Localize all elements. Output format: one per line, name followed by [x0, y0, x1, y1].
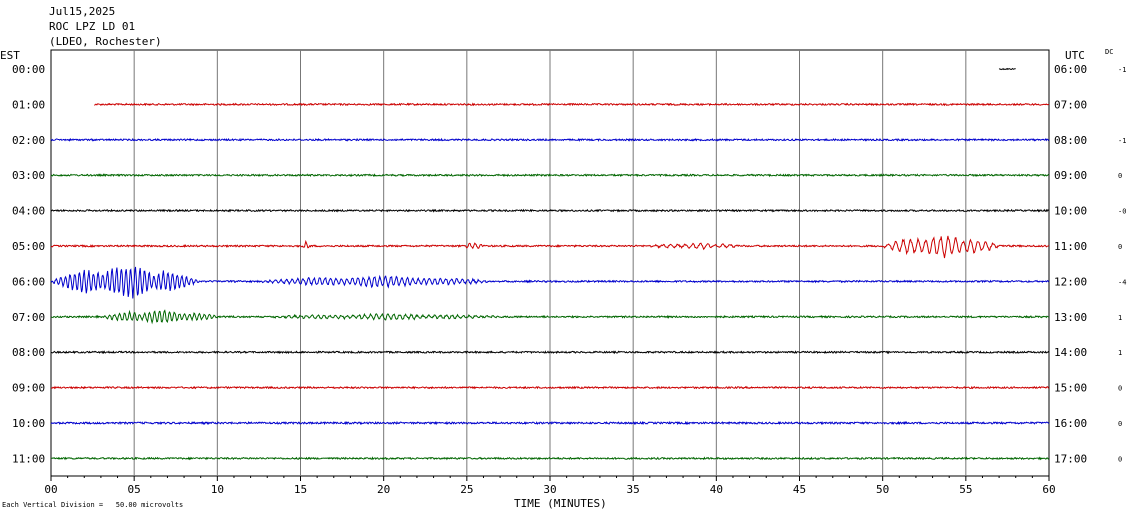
est-hour-label: 00:00 — [12, 63, 45, 76]
utc-hour-label: 12:00 — [1054, 275, 1087, 288]
utc-hour-label: 09:00 — [1054, 169, 1087, 182]
right-timezone-label: UTC — [1065, 49, 1085, 62]
header-network: (LDEO, Rochester) — [49, 35, 162, 48]
header-date: Jul15,2025 — [49, 5, 116, 18]
trace-line — [50, 208, 1050, 213]
est-hour-label: 07:00 — [12, 311, 45, 324]
trace-line — [50, 137, 1050, 142]
x-tick-label: 15 — [294, 483, 307, 496]
utc-hour-label: 11:00 — [1054, 240, 1087, 253]
est-hour-label: 09:00 — [12, 382, 45, 395]
x-tick-label: 40 — [710, 483, 723, 496]
dc-offset-value: 0 — [1118, 420, 1122, 428]
trace-line — [50, 456, 1050, 461]
utc-hour-label: 13:00 — [1054, 311, 1087, 324]
x-tick-label: 05 — [128, 483, 141, 496]
trace-line — [50, 173, 1049, 178]
utc-hour-label: 10:00 — [1054, 205, 1087, 218]
est-hour-label: 04:00 — [12, 205, 45, 218]
dc-offset-value: -1 — [1118, 66, 1126, 74]
dc-offset-value: 1 — [1118, 314, 1122, 322]
x-tick-label: 50 — [876, 483, 889, 496]
utc-hour-label: 06:00 — [1054, 63, 1087, 76]
dc-column-label: DC — [1105, 48, 1114, 56]
trace-line — [50, 350, 1050, 355]
x-axis-title: TIME (MINUTES) — [514, 497, 607, 510]
trace-line — [50, 266, 1050, 299]
x-tick-label: 00 — [44, 483, 57, 496]
dc-offset-value: 1 — [1118, 349, 1122, 357]
x-tick-label: 20 — [377, 483, 390, 496]
est-hour-label: 02:00 — [12, 134, 45, 147]
est-hour-label: 08:00 — [12, 346, 45, 359]
dc-offset-value: 0 — [1118, 385, 1122, 393]
header-station: ROC LPZ LD 01 — [49, 20, 136, 33]
est-hour-label: 03:00 — [12, 169, 45, 182]
utc-hour-label: 14:00 — [1054, 346, 1087, 359]
x-tick-label: 25 — [460, 483, 473, 496]
utc-hour-label: 17:00 — [1054, 452, 1087, 465]
trace-line — [94, 102, 1050, 107]
est-hour-label: 05:00 — [12, 240, 45, 253]
x-tick-label: 30 — [543, 483, 556, 496]
x-tick-label: 35 — [627, 483, 640, 496]
dc-offset-value: -1 — [1118, 137, 1126, 145]
trace-line — [50, 385, 1050, 390]
trace-line — [998, 67, 1016, 71]
dc-offset-value: 0 — [1118, 455, 1122, 463]
trace-line — [50, 420, 1050, 426]
x-tick-label: 45 — [793, 483, 806, 496]
x-tick-label: 55 — [959, 483, 972, 496]
trace-line — [50, 235, 1050, 259]
dc-offset-value: -0 — [1118, 208, 1126, 216]
est-hour-label: 06:00 — [12, 275, 45, 288]
est-hour-label: 10:00 — [12, 417, 45, 430]
dc-offset-value: 0 — [1118, 172, 1122, 180]
x-tick-label: 10 — [211, 483, 224, 496]
est-hour-label: 01:00 — [12, 98, 45, 111]
utc-hour-label: 16:00 — [1054, 417, 1087, 430]
scale-footnote: Each Vertical Division = 50.00 microvolt… — [2, 501, 184, 509]
x-tick-label: 60 — [1042, 483, 1055, 496]
trace-line — [50, 309, 1050, 325]
utc-hour-label: 15:00 — [1054, 382, 1087, 395]
utc-hour-label: 07:00 — [1054, 98, 1087, 111]
left-timezone-label: EST — [0, 49, 20, 62]
est-hour-label: 11:00 — [12, 452, 45, 465]
utc-hour-label: 08:00 — [1054, 134, 1087, 147]
dc-offset-value: -4 — [1118, 278, 1126, 286]
dc-offset-value: 0 — [1118, 243, 1122, 251]
